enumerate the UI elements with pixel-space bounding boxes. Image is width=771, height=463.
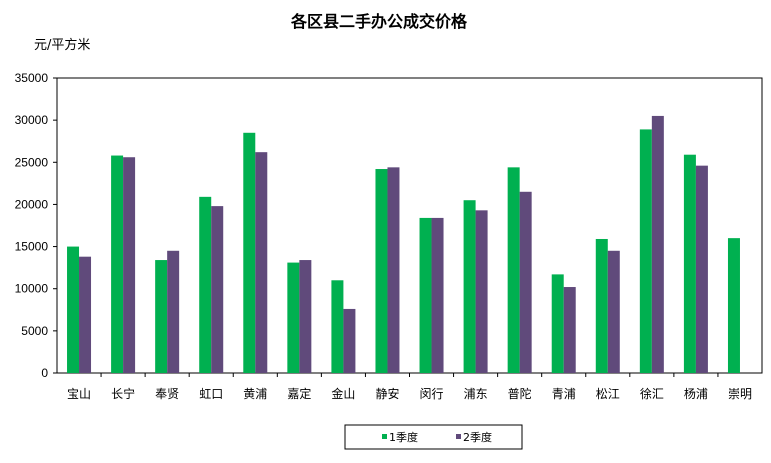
bar xyxy=(67,246,80,373)
bar xyxy=(299,260,312,373)
y-tick-label: 0 xyxy=(41,366,48,380)
x-category-label: 闵行 xyxy=(420,386,444,401)
bar xyxy=(595,238,608,373)
bar xyxy=(167,250,180,373)
x-category-label: 金山 xyxy=(331,386,355,401)
x-category-label: 黄浦 xyxy=(243,387,267,401)
bar xyxy=(419,217,432,373)
bar xyxy=(375,169,388,373)
bar xyxy=(639,129,652,373)
plot-area: 0 5000 10000 15000 20000 25000 30000 35000 宝山 长宁 奉… xyxy=(15,71,763,401)
chart-title: 各区县二手办公成交价格 xyxy=(290,12,468,31)
y-tick-label: 15000 xyxy=(15,240,49,254)
bar xyxy=(475,210,488,373)
bar xyxy=(123,157,136,373)
x-category-label: 宝山 xyxy=(67,387,91,401)
legend-label-q2: 2季度 xyxy=(463,430,492,444)
bar xyxy=(287,262,300,373)
y-tick-label: 5000 xyxy=(21,324,48,338)
y-tick-label: 20000 xyxy=(15,197,49,211)
x-category-label: 杨浦 xyxy=(684,386,708,401)
legend-swatch-q1 xyxy=(382,434,387,439)
x-category-label: 松江 xyxy=(596,387,620,401)
x-category-label: 静安 xyxy=(375,386,399,401)
x-category-label: 普陀 xyxy=(508,386,532,401)
legend-box xyxy=(344,424,523,450)
bar xyxy=(607,250,620,373)
x-category-label: 虹口 xyxy=(199,387,223,401)
bar xyxy=(551,274,564,373)
x-category-label: 浦东 xyxy=(464,387,488,401)
y-tick-label: 25000 xyxy=(15,155,49,169)
bar xyxy=(507,167,520,373)
bar xyxy=(255,152,268,373)
y-tick-label: 30000 xyxy=(15,113,49,127)
bar xyxy=(387,167,400,373)
bar xyxy=(79,256,92,373)
bar xyxy=(243,132,256,373)
bar xyxy=(111,155,124,373)
y-tick-label: 35000 xyxy=(15,71,49,85)
bar xyxy=(695,165,708,373)
bar xyxy=(463,200,476,373)
x-category-label: 嘉定 xyxy=(287,386,311,401)
y-tick-label: 10000 xyxy=(15,282,49,296)
bar xyxy=(563,287,576,373)
x-category-label: 青浦 xyxy=(552,387,576,401)
y-axis-unit-label: 元/平方米 xyxy=(34,37,90,53)
legend-swatch-q2 xyxy=(456,434,461,439)
bar xyxy=(331,280,344,373)
bar xyxy=(343,308,356,373)
x-category-label: 徐汇 xyxy=(640,386,664,401)
x-category-label: 崇明 xyxy=(728,387,752,401)
bar xyxy=(155,260,168,373)
bar xyxy=(683,154,696,373)
bar xyxy=(519,191,532,373)
legend-label-q1: 1季度 xyxy=(389,430,418,444)
bar xyxy=(431,217,444,373)
bar xyxy=(727,238,740,373)
bar xyxy=(211,206,224,373)
bar xyxy=(651,115,664,373)
x-category-label: 奉贤 xyxy=(155,387,179,401)
x-category-label: 长宁 xyxy=(111,386,135,401)
legend: 1季度 2季度 xyxy=(344,424,523,450)
bar xyxy=(199,196,212,373)
